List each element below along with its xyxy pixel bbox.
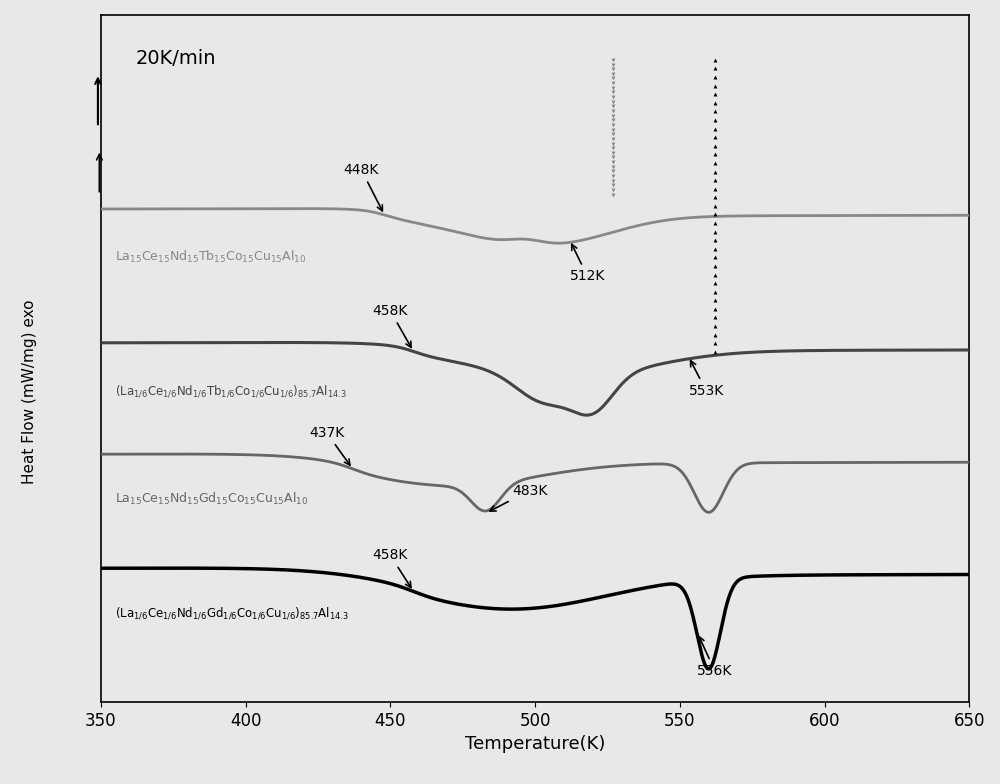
Point [707,105,723,118]
Text: 448K: 448K [344,163,382,211]
Point [605,100,621,113]
Point [605,179,621,191]
Point [707,114,723,126]
Point [605,165,621,178]
Point [707,183,723,195]
Text: Heat Flow (mW/mg) exo: Heat Flow (mW/mg) exo [22,299,38,485]
Point [605,110,621,122]
Point [605,161,621,173]
Point [707,242,723,255]
Point [707,191,723,204]
Text: 458K: 458K [373,303,411,347]
Point [605,58,621,71]
Point [605,86,621,99]
Point [605,183,621,196]
Point [605,105,621,118]
Point [707,165,723,178]
Text: (La$_{1/6}$Ce$_{1/6}$Nd$_{1/6}$Tb$_{1/6}$Co$_{1/6}$Cu$_{1/6}$)$_{85.7}$Al$_{14.3: (La$_{1/6}$Ce$_{1/6}$Nd$_{1/6}$Tb$_{1/6}… [115,383,347,399]
Point [707,303,723,315]
Point [605,132,621,145]
Point [707,71,723,83]
Point [707,346,723,358]
Point [707,251,723,263]
Text: (La$_{1/6}$Ce$_{1/6}$Nd$_{1/6}$Gd$_{1/6}$Co$_{1/6}$Cu$_{1/6}$)$_{85.7}$Al$_{14.3: (La$_{1/6}$Ce$_{1/6}$Nd$_{1/6}$Gd$_{1/6}… [115,605,349,621]
Text: La$_{15}$Ce$_{15}$Nd$_{15}$Gd$_{15}$Co$_{15}$Cu$_{15}$Al$_{10}$: La$_{15}$Ce$_{15}$Nd$_{15}$Gd$_{15}$Co$_… [115,491,309,507]
Point [707,285,723,298]
Point [605,72,621,85]
Point [707,131,723,143]
Point [605,96,621,108]
Point [605,151,621,164]
Point [707,294,723,307]
Point [605,137,621,150]
Point [707,122,723,135]
Point [707,88,723,100]
Point [707,79,723,92]
Point [707,311,723,324]
Point [707,96,723,109]
Text: 512K: 512K [570,245,605,283]
Point [605,156,621,169]
Point [707,216,723,229]
Text: 20K/min: 20K/min [136,49,216,68]
Point [707,277,723,289]
Point [605,77,621,89]
Text: La$_{15}$Ce$_{15}$Nd$_{15}$Tb$_{15}$Co$_{15}$Cu$_{15}$Al$_{10}$: La$_{15}$Ce$_{15}$Nd$_{15}$Tb$_{15}$Co$_… [115,249,307,265]
Point [707,268,723,281]
Text: 437K: 437K [309,426,350,465]
Point [707,209,723,221]
Point [605,53,621,66]
Point [605,128,621,140]
Point [707,174,723,187]
Point [707,157,723,169]
Point [605,91,621,103]
Point [605,114,621,126]
Point [605,147,621,159]
X-axis label: Temperature(K): Temperature(K) [465,735,605,753]
Point [605,188,621,201]
Point [605,123,621,136]
Point [707,200,723,212]
Point [707,62,723,74]
Point [707,328,723,341]
Point [707,53,723,66]
Point [605,67,621,80]
Point [707,148,723,161]
Point [605,63,621,75]
Point [605,82,621,94]
Point [707,260,723,272]
Point [707,140,723,152]
Point [707,225,723,238]
Point [707,337,723,350]
Text: 553K: 553K [688,361,724,397]
Point [605,118,621,131]
Text: 458K: 458K [373,548,411,587]
Text: 483K: 483K [490,484,547,511]
Text: 556K: 556K [697,637,733,678]
Point [605,142,621,154]
Point [707,320,723,332]
Point [707,234,723,246]
Point [605,170,621,183]
Point [605,174,621,187]
